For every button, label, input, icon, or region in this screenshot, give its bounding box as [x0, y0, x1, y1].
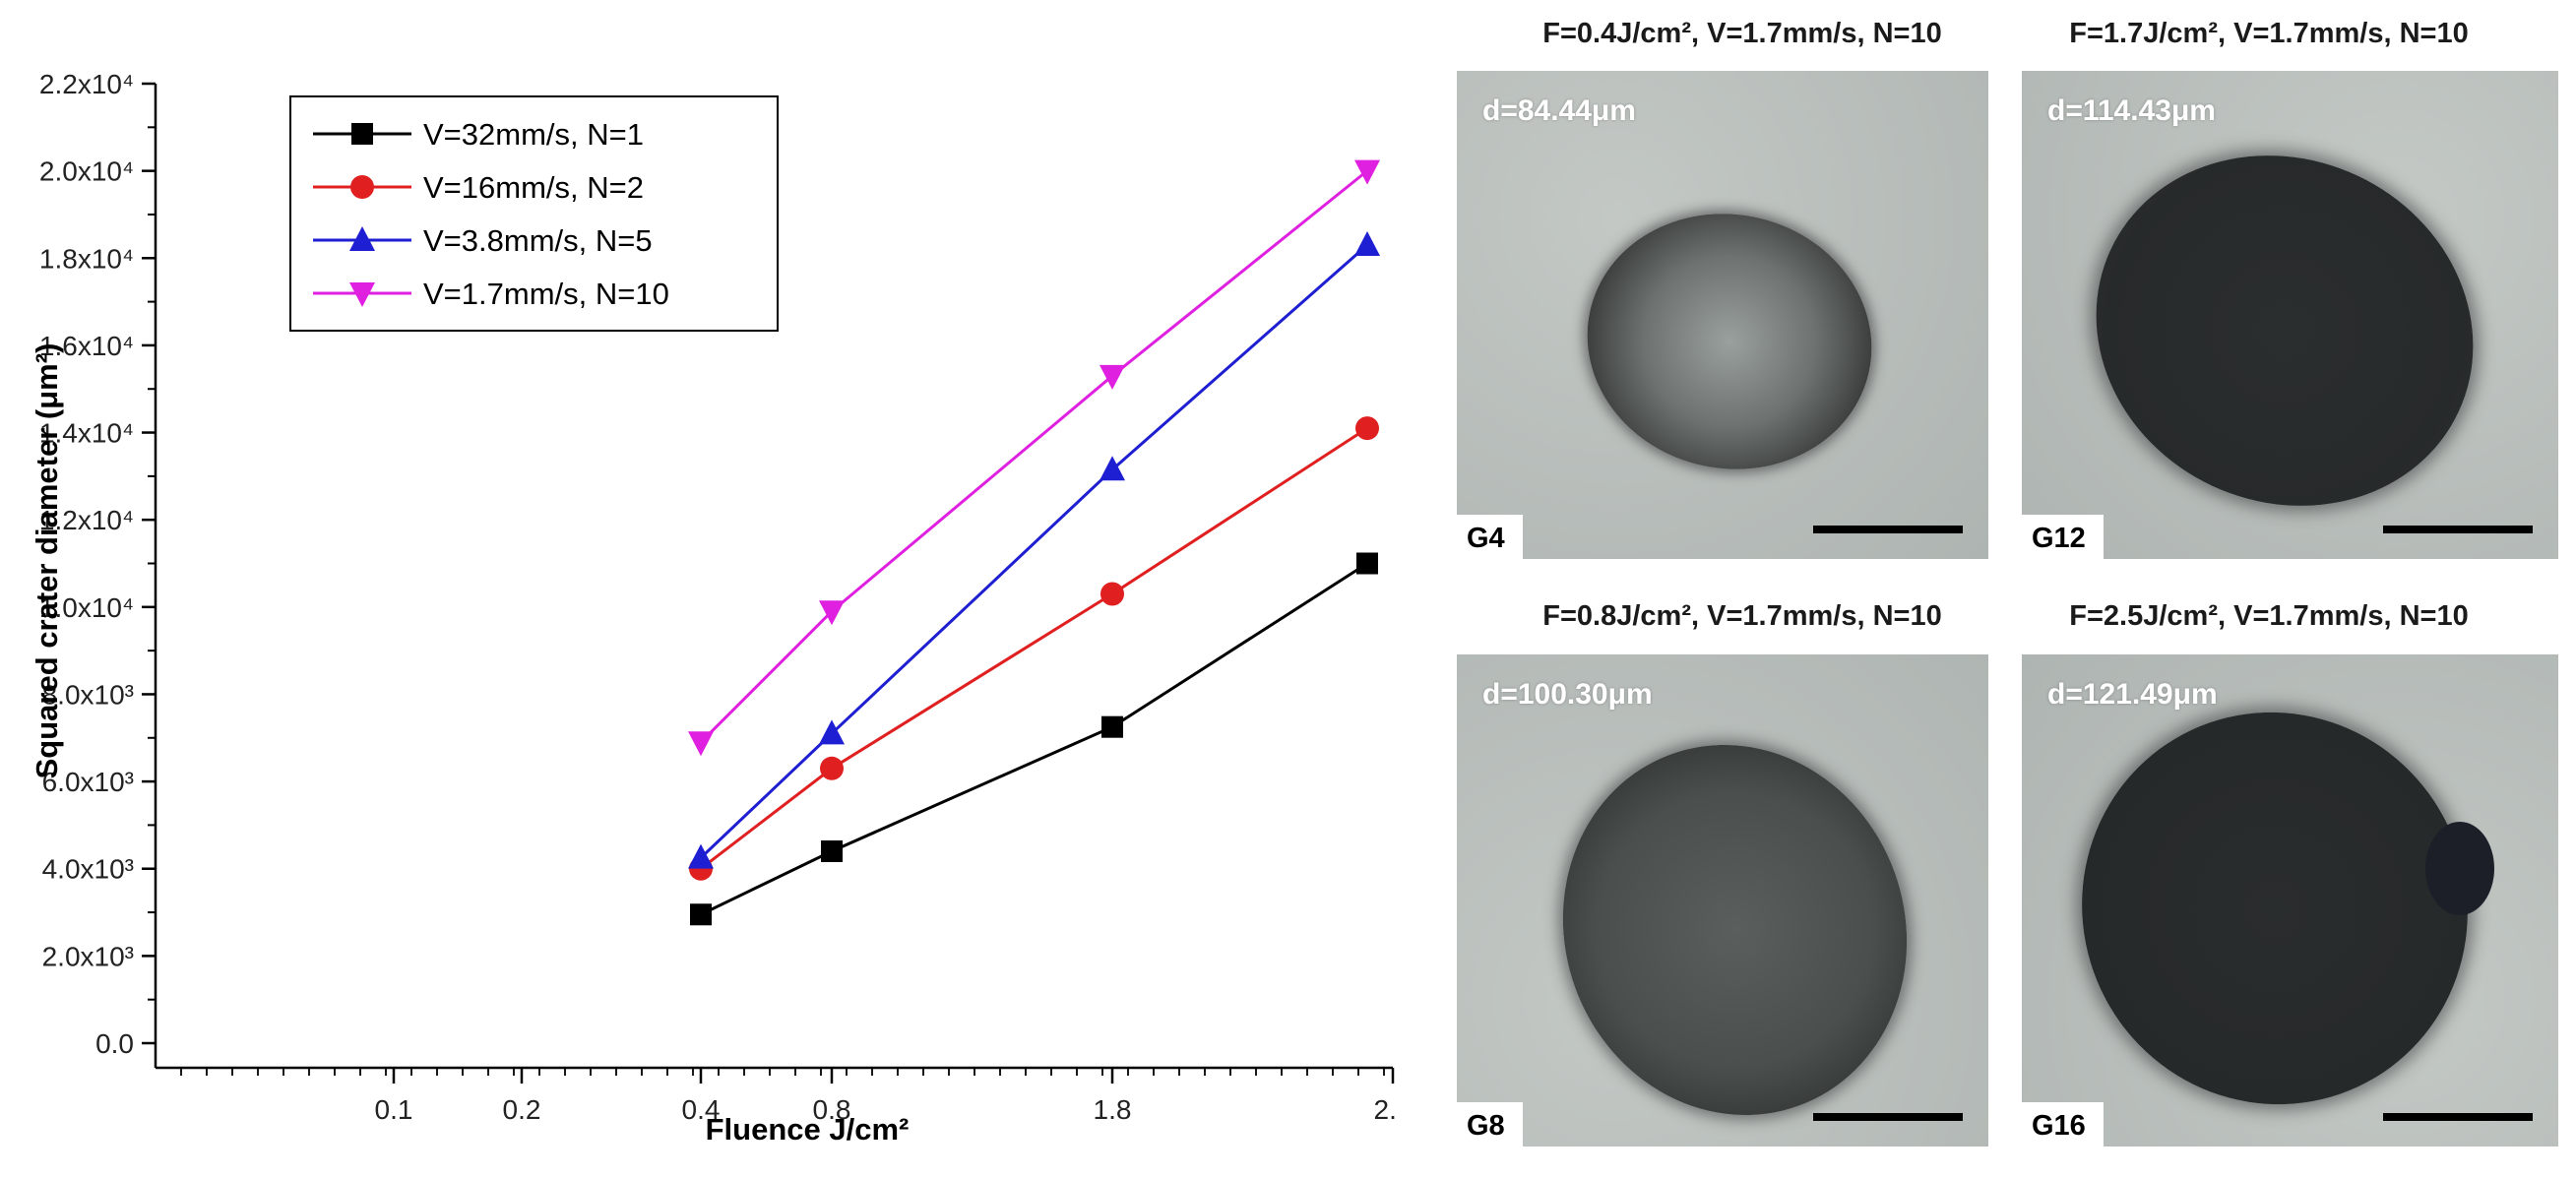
- legend-label-0: V=32mm/s, N=1: [423, 117, 644, 152]
- data-point-0-2: [1101, 715, 1123, 738]
- fluence-chart: 0.0 2.0x10³ 4.0x10³ 6.0x10³ 8.0x10³ 1.0x10⁴ 1.…: [30, 69, 1398, 1147]
- y-tick-label-3: 6.0x10³: [42, 767, 134, 797]
- panel-label-g16: G16: [2022, 1102, 2104, 1147]
- legend-marker-2: [349, 226, 375, 251]
- micrograph-g12: d=114.43μm G12: [2022, 71, 2558, 559]
- data-point-1-1: [820, 756, 844, 780]
- panel-title-g4: F=0.4J/cm², V=1.7mm/s, N=10: [1542, 18, 1942, 49]
- scale-bar-g8: [1813, 1113, 1963, 1121]
- crater-g12: [2038, 93, 2532, 559]
- crater-g4: [1563, 187, 1896, 496]
- y-tick-label-6: 1.2x10⁴: [39, 505, 134, 535]
- y-axis-ticks: 0.0 2.0x10³ 4.0x10³ 6.0x10³ 8.0x10³ 1.0x10⁴ 1.…: [39, 69, 156, 1059]
- diameter-label-g16: d=121.49μm: [2047, 678, 2218, 711]
- y-tick-label-10: 2.0x10⁴: [39, 156, 134, 187]
- data-point-3-2: [1100, 364, 1125, 390]
- data-point-2-1: [819, 719, 845, 745]
- y-tick-label-0: 0.0: [95, 1028, 134, 1059]
- y-tick-label-8: 1.6x10⁴: [39, 331, 134, 361]
- data-point-2-3: [1354, 230, 1380, 256]
- diameter-label-g8: d=100.30μm: [1482, 678, 1653, 711]
- panel-title-g16: F=2.5J/cm², V=1.7mm/s, N=10: [2069, 600, 2469, 632]
- data-point-0-0: [690, 903, 712, 926]
- series-line-2: [699, 243, 1368, 859]
- legend-marker-3: [349, 282, 375, 307]
- y-tick-label-7: 1.4x10⁴: [39, 418, 134, 449]
- x-axis-label: Fluence J/cm²: [706, 1112, 910, 1147]
- y-tick-label-11: 2.2x10⁴: [39, 69, 134, 99]
- legend-label-3: V=1.7mm/s, N=10: [423, 277, 669, 311]
- series-line-1: [700, 426, 1368, 870]
- data-point-3-1: [819, 600, 845, 626]
- data-point-0-1: [821, 840, 843, 862]
- x-tick-label-4: 1.8: [1094, 1094, 1132, 1125]
- x-tick-label-1: 0.2: [503, 1094, 541, 1125]
- series-line-3: [699, 169, 1368, 744]
- x-tick-label-5: 2.6: [1374, 1094, 1398, 1125]
- series-0: [690, 552, 1378, 926]
- data-point-3-3: [1354, 159, 1380, 185]
- y-tick-label-2: 4.0x10³: [42, 854, 134, 885]
- diameter-label-g12: d=114.43μm: [2047, 94, 2216, 127]
- series-3: [688, 159, 1380, 757]
- legend: V=32mm/s, N=1 V=16mm/s, N=2 V=3.8mm/s, N=5…: [289, 95, 779, 332]
- side-blob-g16: [2425, 822, 2494, 915]
- series-1: [689, 416, 1379, 881]
- data-point-0-3: [1356, 552, 1378, 575]
- series-line-0: [700, 562, 1368, 916]
- panel-title-g8: F=0.8J/cm², V=1.7mm/s, N=10: [1542, 600, 1942, 632]
- scale-bar-g16: [2383, 1113, 2533, 1121]
- data-point-1-3: [1355, 416, 1379, 441]
- y-tick-label-1: 2.0x10³: [42, 941, 134, 971]
- y-tick-label-5: 1.0x10⁴: [39, 592, 134, 623]
- panel-title-g12: F=1.7J/cm², V=1.7mm/s, N=10: [2069, 18, 2469, 49]
- y-tick-label-9: 1.8x10⁴: [39, 243, 134, 274]
- x-tick-label-0: 0.1: [375, 1094, 413, 1125]
- x-tick-label-2: 0.4: [682, 1094, 721, 1125]
- x-tick-label-3: 0.8: [813, 1094, 851, 1125]
- y-axis-label: Squared crater diameter (μm²): [30, 343, 64, 779]
- micrograph-g4: d=84.44μm G4: [1457, 71, 1988, 559]
- legend-marker-1: [350, 175, 374, 199]
- data-point-3-0: [688, 731, 714, 757]
- legend-label-1: V=16mm/s, N=2: [423, 170, 644, 205]
- panel-label-g4: G4: [1457, 515, 1523, 559]
- scale-bar-g12: [2383, 526, 2533, 533]
- data-point-2-0: [688, 843, 714, 869]
- panel-label-g8: G8: [1457, 1102, 1523, 1147]
- diameter-label-g4: d=84.44μm: [1482, 94, 1636, 127]
- x-axis-ticks: 0.1 0.2 0.4 0.8 1.8 2.6: [180, 1068, 1398, 1125]
- micrograph-g16: d=121.49μm G16: [2022, 654, 2558, 1147]
- series-layer: [688, 159, 1380, 926]
- y-tick-label-4: 8.0x10³: [42, 679, 134, 710]
- scale-bar-g4: [1813, 526, 1963, 533]
- chart-axes: [154, 84, 1393, 1070]
- micrograph-g8: d=100.30μm G8: [1457, 654, 1988, 1147]
- legend-marker-0: [351, 123, 373, 145]
- data-point-2-2: [1100, 456, 1125, 481]
- legend-label-2: V=3.8mm/s, N=5: [423, 223, 653, 258]
- panel-label-g12: G12: [2022, 515, 2104, 559]
- data-point-1-2: [1100, 582, 1124, 606]
- series-2: [688, 230, 1380, 869]
- crater-g8: [1511, 696, 1959, 1147]
